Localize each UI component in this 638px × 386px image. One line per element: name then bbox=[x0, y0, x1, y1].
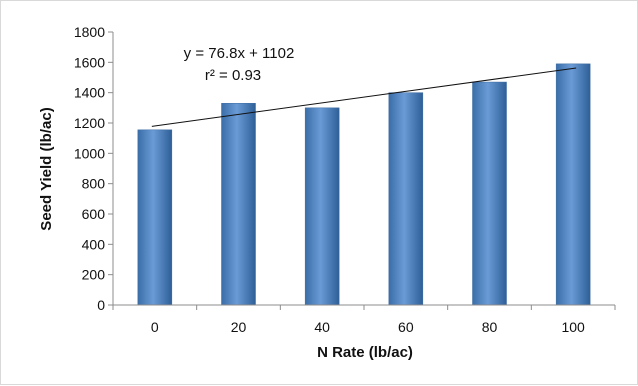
y-axis-ticks: 0 200 400 600 800 1000 1200 1400 1600 1800 bbox=[74, 24, 113, 313]
y-tick-label: 0 bbox=[97, 297, 105, 313]
y-tick-label: 200 bbox=[82, 267, 106, 283]
x-tick-label: 80 bbox=[482, 319, 498, 335]
x-axis-ticks: 0 20 40 60 80 100 bbox=[112, 305, 616, 335]
x-tick-label: 60 bbox=[398, 319, 414, 335]
bar bbox=[221, 103, 256, 306]
y-tick-label: 400 bbox=[82, 236, 106, 252]
y-tick-label: 1400 bbox=[74, 85, 105, 101]
y-tick-label: 600 bbox=[82, 206, 106, 222]
x-tick-label: 0 bbox=[151, 319, 159, 335]
bar bbox=[388, 92, 424, 306]
bars bbox=[137, 63, 591, 306]
y-tick-label: 1800 bbox=[74, 24, 105, 40]
trendline-equation: y = 76.8x + 1102 bbox=[184, 45, 295, 62]
trendline-r-squared: r² = 0.93 bbox=[205, 67, 261, 84]
bar bbox=[137, 129, 173, 306]
bar bbox=[555, 63, 591, 306]
x-tick-label: 100 bbox=[561, 319, 585, 335]
y-axis-title: Seed Yield (lb/ac) bbox=[38, 107, 55, 230]
y-tick-label: 1000 bbox=[74, 145, 105, 161]
y-tick-label: 800 bbox=[82, 176, 106, 192]
trendline bbox=[151, 67, 577, 127]
bar bbox=[472, 81, 507, 306]
x-tick-label: 40 bbox=[314, 319, 330, 335]
y-tick-label: 1200 bbox=[74, 115, 105, 131]
x-axis-title: N Rate (lb/ac) bbox=[317, 344, 413, 361]
bar bbox=[304, 107, 340, 306]
y-tick-label: 1600 bbox=[74, 54, 105, 70]
x-tick-label: 20 bbox=[231, 319, 247, 335]
